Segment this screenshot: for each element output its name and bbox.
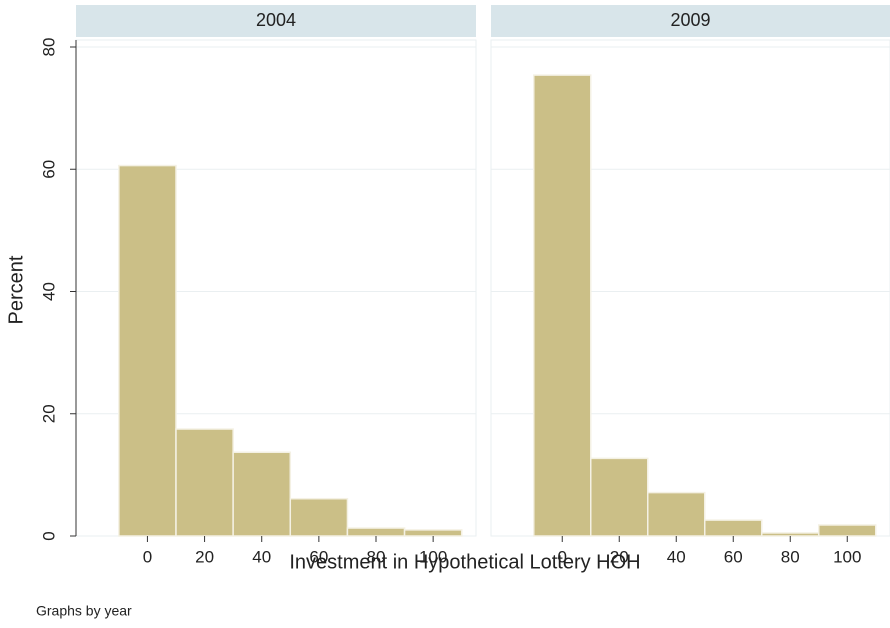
panel-title: 2009 [670, 10, 710, 30]
x-tick-label: 80 [781, 547, 800, 566]
y-tick-label: 80 [39, 38, 58, 57]
bar [346, 527, 406, 537]
bar [818, 524, 877, 537]
y-tick-label: 20 [39, 404, 58, 423]
bar [590, 457, 649, 537]
x-tick-label: 100 [419, 547, 447, 566]
y-tick-label: 60 [39, 160, 58, 179]
bar [533, 74, 592, 537]
x-tick-label: 40 [252, 547, 271, 566]
x-tick-label: 60 [309, 547, 328, 566]
panel-title: 2004 [256, 10, 296, 30]
bar [704, 519, 763, 537]
strip [76, 5, 476, 37]
x-tick-label: 0 [558, 547, 567, 566]
bar [232, 451, 292, 537]
x-tick-label: 0 [143, 547, 152, 566]
note: Graphs by year [36, 603, 132, 619]
x-tick-label: 40 [667, 547, 686, 566]
bar [289, 497, 349, 537]
x-tick-label: 20 [195, 547, 214, 566]
y-tick-label: 0 [39, 531, 58, 540]
x-tick-label: 80 [367, 547, 386, 566]
bar [403, 529, 463, 537]
y-axis-title: Percent [5, 255, 27, 324]
bar [175, 428, 234, 537]
x-tick-label: 100 [833, 547, 861, 566]
x-tick-label: 60 [724, 547, 743, 566]
x-tick-label: 20 [610, 547, 629, 566]
y-tick-label: 40 [39, 282, 58, 301]
bar [761, 532, 820, 537]
bar [118, 164, 177, 537]
x-axis-title: Investment in Hypothetical Lottery HOH [289, 551, 640, 573]
strip [491, 5, 890, 37]
bar [647, 491, 706, 537]
